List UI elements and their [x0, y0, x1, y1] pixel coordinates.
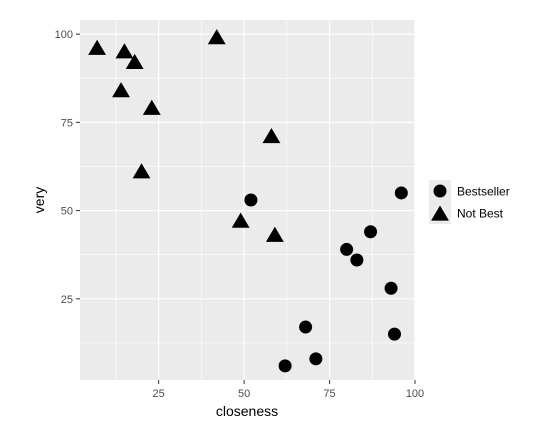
circle-point [244, 193, 258, 207]
legend-key-triangle [431, 205, 449, 221]
x-tick-label: 75 [323, 388, 335, 400]
y-tick-label: 100 [55, 29, 73, 41]
legend-label: Bestseller [457, 185, 510, 199]
axis-ticks [76, 33, 416, 384]
triangle-point [88, 39, 107, 55]
y-axis-title: very [31, 187, 47, 213]
x-tick-label: 50 [238, 388, 250, 400]
triangle-point [125, 53, 144, 69]
circle-point [394, 186, 408, 200]
triangle-point [265, 226, 284, 242]
x-tick-label: 25 [152, 388, 164, 400]
legend-key-circle [433, 184, 447, 198]
triangle-point [207, 29, 226, 45]
legend-label: Not Best [457, 207, 504, 221]
circle-point [278, 359, 292, 373]
data-points [88, 29, 408, 373]
y-tick-label: 25 [61, 294, 73, 306]
circle-point [364, 225, 378, 239]
triangle-point [132, 163, 151, 179]
triangle-point [142, 99, 161, 115]
circle-point [350, 253, 364, 267]
circle-point [384, 281, 398, 295]
x-axis-title: closeness [216, 403, 278, 419]
circle-point [299, 320, 313, 334]
y-tick-label: 50 [61, 206, 73, 218]
triangle-point [112, 82, 130, 98]
y-tick-label: 75 [61, 117, 73, 129]
circle-point [309, 352, 323, 366]
y-tick-labels: 25 50 75 100 [55, 29, 73, 306]
triangle-point [262, 127, 281, 144]
triangle-point [115, 43, 134, 59]
grid-lines [80, 20, 416, 380]
triangle-point [231, 212, 250, 228]
x-tick-labels: 25 50 75 100 [152, 388, 424, 400]
circle-point [340, 242, 354, 256]
legend: Bestseller Not Best [429, 180, 510, 224]
circle-point [387, 327, 401, 341]
x-tick-label: 100 [406, 388, 424, 400]
